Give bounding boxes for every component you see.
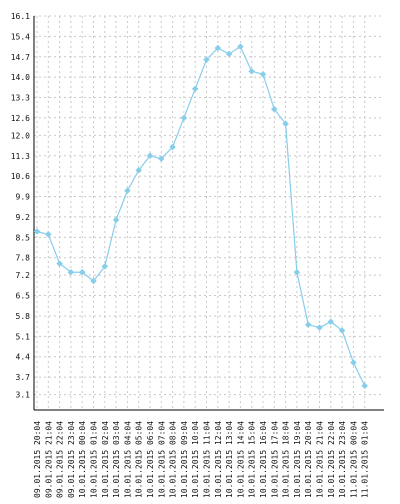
x-tick-label: 09.01.2015 22:04 <box>56 421 65 498</box>
x-tick-label: 10.01.2015 00:04 <box>78 421 87 498</box>
y-tick-label: 14.7 <box>11 53 30 62</box>
x-tick-label: 09.01.2015 20:04 <box>33 421 42 498</box>
data-point-marker <box>214 44 222 52</box>
data-point-marker <box>90 277 97 285</box>
data-point-marker <box>44 231 52 238</box>
y-tick-label: 11.3 <box>11 152 30 161</box>
x-tick-label: 10.01.2015 04:04 <box>123 421 132 498</box>
data-point-marker <box>135 166 143 174</box>
y-tick-label: 5.8 <box>16 312 31 321</box>
x-tick-label: 10.01.2015 10:04 <box>191 421 200 498</box>
y-tick-label: 3.7 <box>16 373 31 382</box>
x-tick-label: 10.01.2015 22:04 <box>327 421 336 498</box>
data-point-marker <box>316 324 323 331</box>
data-point-marker <box>180 114 188 122</box>
data-point-marker <box>112 216 120 224</box>
data-point-marker <box>350 359 357 366</box>
data-point-marker <box>124 187 131 195</box>
data-point-marker <box>237 43 244 50</box>
x-tick-label: 10.01.2015 14:04 <box>236 421 245 498</box>
y-tick-label: 13.3 <box>11 94 30 103</box>
x-tick-label: 10.01.2015 07:04 <box>157 421 166 498</box>
x-tick-label: 10.01.2015 21:04 <box>316 421 325 498</box>
data-point-marker <box>293 268 301 276</box>
y-tick-label: 7.8 <box>16 254 31 263</box>
x-tick-label: 10.01.2015 11:04 <box>203 421 212 498</box>
y-tick-label: 4.4 <box>16 353 31 362</box>
x-tick-label: 10.01.2015 19:04 <box>293 421 302 498</box>
x-tick-label: 09.01.2015 21:04 <box>44 421 53 498</box>
y-tick-label: 10.6 <box>11 172 30 181</box>
data-point-marker <box>56 260 63 267</box>
data-point-marker <box>327 318 335 326</box>
data-point-marker <box>270 105 278 113</box>
x-tick-label: 10.01.2015 23:04 <box>338 421 347 498</box>
data-point-marker <box>304 321 312 329</box>
y-tick-label: 14.0 <box>11 73 30 82</box>
data-point-marker <box>248 67 256 75</box>
data-point-marker <box>225 50 233 58</box>
data-point-marker <box>78 268 86 276</box>
y-tick-label: 6.5 <box>16 292 31 301</box>
y-tick-label: 5.1 <box>16 332 31 341</box>
x-tick-label: 11.01.2015 00:04 <box>349 421 358 498</box>
data-point-marker <box>203 56 210 64</box>
y-tick-label: 12.6 <box>11 114 30 123</box>
x-tick-label: 10.01.2015 05:04 <box>135 421 144 498</box>
x-tick-label: 11.01.2015 01:04 <box>361 421 370 498</box>
y-tick-label: 12.0 <box>11 131 30 140</box>
x-tick-label: 10.01.2015 17:04 <box>270 421 279 498</box>
x-tick-label: 10.01.2015 03:04 <box>112 421 121 498</box>
x-tick-label: 10.01.2015 16:04 <box>259 421 268 498</box>
y-tick-label: 15.4 <box>11 32 30 41</box>
x-tick-label: 10.01.2015 06:04 <box>146 421 155 498</box>
y-tick-label: 9.9 <box>16 193 31 202</box>
y-tick-label: 8.5 <box>16 233 31 242</box>
data-point-marker <box>338 327 346 334</box>
x-tick-label: 10.01.2015 15:04 <box>248 421 257 498</box>
x-tick-label: 10.01.2015 08:04 <box>169 421 178 498</box>
x-tick-label: 10.01.2015 02:04 <box>101 421 110 498</box>
x-tick-label: 10.01.2015 09:04 <box>180 421 189 498</box>
y-tick-label: 3.1 <box>16 391 31 400</box>
data-point-marker <box>169 143 176 151</box>
y-tick-label: 7.2 <box>16 271 31 280</box>
data-point-marker <box>282 120 289 128</box>
data-point-marker <box>259 70 267 78</box>
x-tick-label: 10.01.2015 18:04 <box>282 421 291 498</box>
data-point-marker <box>361 382 369 390</box>
data-point-marker <box>146 152 154 160</box>
x-tick-label: 10.01.2015 12:04 <box>214 421 223 498</box>
y-tick-label: 9.2 <box>16 213 31 222</box>
data-point-marker <box>101 263 109 270</box>
data-point-marker <box>33 228 41 235</box>
data-point-marker <box>67 268 75 276</box>
data-point-marker <box>157 155 165 163</box>
x-tick-label: 10.01.2015 20:04 <box>304 421 313 498</box>
x-tick-label: 10.01.2015 13:04 <box>225 421 234 498</box>
y-tick-label: 16.1 <box>11 12 30 21</box>
data-point-marker <box>191 85 199 93</box>
x-tick-label: 10.01.2015 01:04 <box>90 421 99 498</box>
x-tick-label: 09.01.2015 23:04 <box>67 421 76 498</box>
